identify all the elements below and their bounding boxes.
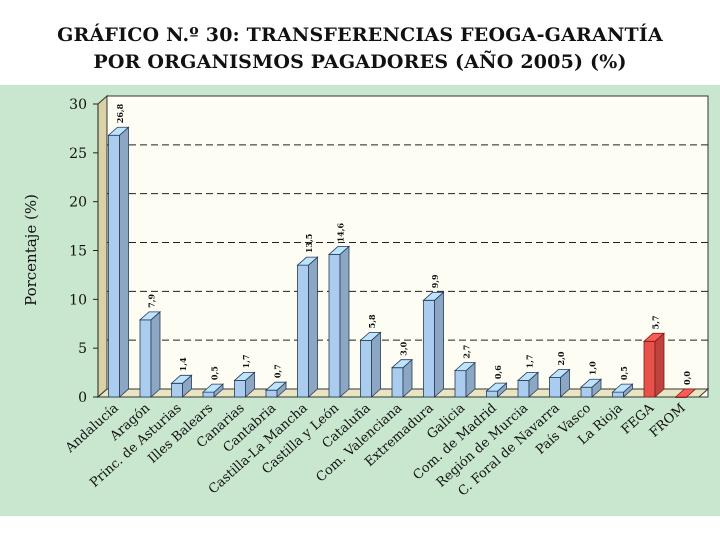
bar-value-label: 0,7 (273, 364, 283, 378)
y-tick-label: 15 (69, 244, 87, 260)
bar-front (486, 390, 498, 398)
bar-front (423, 299, 435, 398)
bar-value-label: 5,7 (651, 315, 661, 329)
bar-front (202, 391, 215, 398)
bar-top (548, 369, 571, 378)
bar-front (549, 377, 561, 398)
bar-top (390, 359, 414, 369)
bar-value-label: 0,5 (210, 366, 220, 380)
bar-top (485, 382, 508, 392)
category-label: FROM (647, 401, 689, 441)
bar-front (139, 319, 152, 398)
bar-side (434, 291, 444, 398)
y-tick-label: 25 (69, 146, 87, 162)
bar-value-label: 0,0 (682, 371, 692, 385)
bar-side (119, 126, 129, 398)
bar-front (234, 379, 246, 398)
bar-top (138, 311, 162, 321)
bar-side (371, 331, 381, 398)
bar-value-label: 14,6 (336, 222, 346, 242)
bar-top (579, 378, 603, 388)
bar-value-label: 0,5 (619, 366, 629, 380)
bar-side (654, 332, 665, 398)
y-axis-title: Porcentaje (%) (22, 194, 40, 306)
bar-side (339, 245, 350, 398)
bar-top (201, 383, 225, 393)
bar-value-label: 1,4 (178, 357, 188, 371)
bar-front (360, 339, 372, 398)
bar-front (297, 264, 309, 398)
bar-value-label: 5,8 (367, 314, 377, 328)
bar-top (642, 332, 666, 342)
left-wall (97, 94, 108, 399)
bar-value-label: 0,6 (493, 365, 503, 379)
y-tick-label: 30 (69, 97, 87, 113)
bar-front (265, 389, 278, 398)
bar-front (580, 386, 593, 398)
y-tick-label: 5 (78, 341, 87, 357)
chart-title: GRÁFICO N.º 30: TRANSFERENCIAS FEOGA-GAR… (0, 22, 720, 76)
bar-value-label: 2,7 (462, 345, 472, 359)
bar-top (674, 388, 697, 398)
bar-top (296, 256, 319, 266)
bar-front (454, 370, 467, 398)
bar-front (612, 391, 624, 398)
bar-value-label: 7,9 (147, 293, 157, 307)
bar-top (107, 126, 130, 136)
bar-top (359, 331, 382, 341)
bar-top (233, 371, 256, 381)
bar-front (328, 254, 341, 398)
bar-front (171, 382, 183, 398)
bar-top (327, 246, 351, 255)
bar-front (517, 379, 530, 398)
bar-value-label: 26,8 (115, 103, 125, 123)
bar-top (516, 371, 540, 381)
y-tick-label: 20 (69, 195, 87, 211)
bar-top (453, 362, 477, 372)
bar-value-label: 2,0 (556, 351, 566, 365)
bar-value-label: 1,7 (525, 354, 535, 368)
y-tick-label: 10 (69, 292, 87, 308)
chart-title-line-1: GRÁFICO N.º 30: TRANSFERENCIAS FEOGA-GAR… (57, 24, 663, 46)
bar-value-label: 1,0 (588, 361, 598, 375)
chart-panel: 0 5 10 15 20 25 30 Porcentaje (%) 26,8 Andalucía 7… (0, 85, 720, 516)
bar-top (170, 374, 193, 384)
plot-area (106, 95, 709, 398)
y-tick-label: 0 (78, 390, 87, 406)
bar-front (643, 340, 656, 398)
bar-side (308, 256, 318, 398)
bar-front (391, 367, 404, 398)
bar-top (264, 381, 288, 391)
chart-title-line-2: POR ORGANISMOS PAGADORES (AÑO 2005) (%) (93, 51, 627, 73)
bar-side (150, 310, 161, 398)
bar-value-label: 9,9 (430, 274, 440, 288)
bar-value-label: 3,0 (399, 341, 409, 355)
bar-value-label: 1,7 (241, 354, 251, 368)
bar-top (422, 291, 445, 301)
bar-top (611, 383, 634, 393)
bar-front (108, 134, 120, 398)
bar-value-label: 13,5 (304, 234, 314, 253)
